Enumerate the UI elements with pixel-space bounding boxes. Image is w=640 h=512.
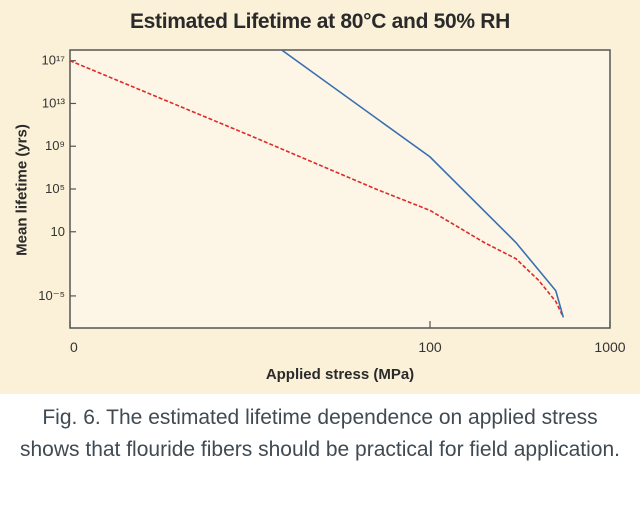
ticks-layer: 0 100 1000 10¹⁷ 10¹³ 10⁹ 10⁵ 10 10⁻⁵ (38, 53, 625, 355)
y-tick-label: 10¹³ (42, 95, 66, 110)
y-tick-label: 10⁹ (45, 138, 65, 153)
figure-panel: Estimated Lifetime at 80°C and 50% RH 0 1… (13, 10, 626, 383)
series-line-red (70, 59, 565, 318)
y-tick-label: 10⁵ (45, 181, 65, 196)
x-tick-label: 0 (70, 339, 78, 355)
plot-area (69, 49, 611, 329)
figure-caption: Fig. 6. The estimated lifetime dependenc… (0, 394, 640, 512)
series-line-blue (281, 50, 565, 318)
y-axis-label: Mean lifetime (yrs) (13, 124, 31, 256)
y-tick-label: 10¹⁷ (42, 53, 66, 68)
y-tick-label: 10⁻⁵ (38, 288, 65, 303)
x-tick-label: 100 (418, 339, 442, 355)
plot-svg: 0 100 1000 10¹⁷ 10¹³ 10⁹ 10⁵ 10 10⁻⁵ (38, 49, 626, 355)
x-axis-label: Applied stress (MPa) (265, 366, 415, 383)
series-layer (70, 50, 565, 318)
chart-title: Estimated Lifetime at 80°C and 50% RH (129, 10, 511, 33)
y-tick-label: 10 (51, 224, 65, 239)
x-tick-label: 1000 (594, 339, 625, 355)
caption-text: Fig. 6. The estimated lifetime dependenc… (20, 406, 620, 461)
